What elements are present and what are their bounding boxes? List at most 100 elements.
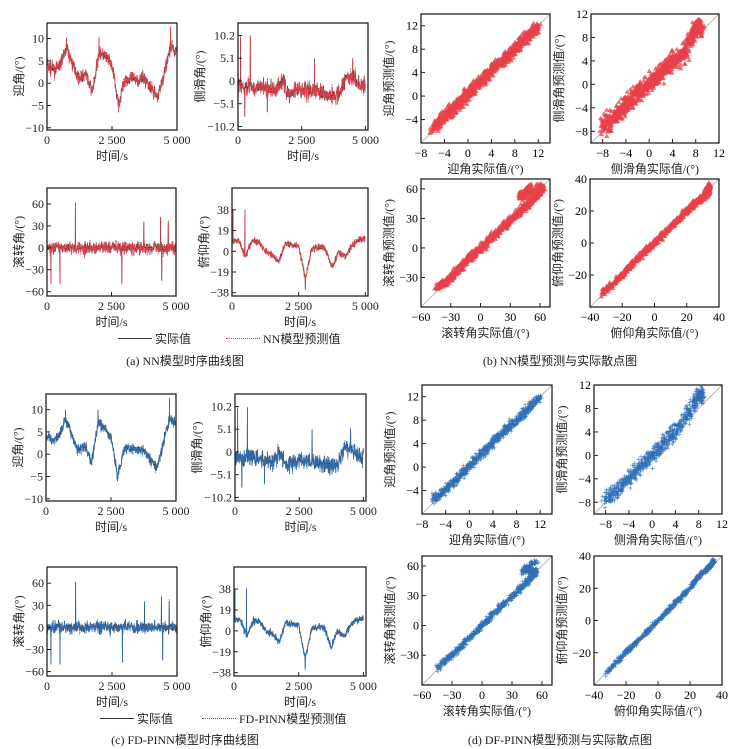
data-point xyxy=(651,449,656,454)
data-point xyxy=(686,206,692,212)
data-point xyxy=(613,273,619,279)
data-point xyxy=(690,42,696,47)
data-point xyxy=(670,218,676,224)
data-point xyxy=(533,196,539,201)
data-point xyxy=(516,207,522,212)
data-point xyxy=(622,94,629,100)
axes-frame xyxy=(590,13,720,144)
data-point xyxy=(432,501,437,506)
data-point xyxy=(617,477,622,482)
data-point xyxy=(663,227,669,232)
data-point xyxy=(600,121,606,126)
data-point xyxy=(623,102,629,107)
data-point xyxy=(508,220,514,225)
x-tick-label: 12 xyxy=(534,517,546,531)
data-point xyxy=(686,48,692,54)
series-predicted-line xyxy=(47,203,176,285)
data-point xyxy=(535,191,541,196)
data-point xyxy=(684,51,690,57)
y-tick-label: 5.1 xyxy=(217,422,232,436)
data-point xyxy=(532,30,538,36)
data-point xyxy=(644,465,649,470)
data-point xyxy=(617,487,622,492)
data-point xyxy=(474,454,479,459)
data-point xyxy=(628,96,634,101)
data-point xyxy=(645,90,652,95)
y-tick-label: 10.2 xyxy=(211,399,232,413)
data-point xyxy=(539,183,545,188)
data-point xyxy=(540,189,546,194)
data-point xyxy=(467,459,472,464)
data-point xyxy=(472,461,477,466)
data-point xyxy=(602,501,607,506)
data-point xyxy=(660,237,666,242)
data-point xyxy=(693,19,699,24)
y-tick-label: 0 xyxy=(582,77,588,91)
data-point xyxy=(608,125,614,131)
data-point xyxy=(661,80,667,86)
data-point xyxy=(641,83,647,88)
x-axis-label: 时间/s xyxy=(96,695,128,709)
x-tick-label: 20 xyxy=(681,310,693,324)
data-point xyxy=(624,107,630,113)
data-point xyxy=(532,193,538,198)
y-axis-label: 侧滑角/(°) xyxy=(190,421,204,473)
data-point xyxy=(644,459,649,464)
data-point xyxy=(666,445,671,450)
x-axis-label: 时间/s xyxy=(96,149,128,163)
data-point xyxy=(483,246,490,252)
data-point xyxy=(526,199,532,205)
data-point xyxy=(602,291,608,297)
y-tick-label: −60 xyxy=(25,285,44,299)
y-tick-label: 12 xyxy=(576,7,588,21)
data-point xyxy=(619,483,624,488)
data-point xyxy=(518,418,523,423)
data-point xyxy=(618,481,623,486)
data-point xyxy=(618,271,624,276)
y-tick-label: 40 xyxy=(575,172,587,186)
data-point xyxy=(670,224,676,229)
data-point xyxy=(530,198,536,203)
data-point xyxy=(444,278,451,284)
data-point xyxy=(651,85,657,90)
data-point xyxy=(628,472,633,477)
data-point xyxy=(642,245,648,250)
data-point xyxy=(486,449,491,454)
data-point xyxy=(449,478,454,483)
x-axis-label: 侧滑角实际值/(°) xyxy=(611,161,699,176)
data-point xyxy=(613,115,619,120)
data-point xyxy=(623,97,629,102)
y-tick-label: −38 xyxy=(212,666,231,680)
data-point xyxy=(637,79,643,84)
data-point xyxy=(635,257,641,262)
y-tick-label: 0 xyxy=(38,76,44,90)
data-point xyxy=(609,108,615,114)
x-tick-label: −4 xyxy=(439,517,452,531)
data-point xyxy=(680,52,686,58)
data-point xyxy=(489,445,494,450)
data-point xyxy=(481,69,487,74)
data-point xyxy=(632,258,638,264)
y-tick-label: 0 xyxy=(38,241,44,255)
data-point xyxy=(521,416,526,421)
y-tick-label: −19 xyxy=(210,265,229,279)
data-point xyxy=(524,411,529,416)
series-actual-line xyxy=(238,36,366,117)
plot-area xyxy=(47,26,177,113)
data-point xyxy=(520,39,526,44)
data-point xyxy=(664,64,671,70)
data-point xyxy=(499,221,505,226)
axes-frame xyxy=(420,178,551,308)
data-point xyxy=(646,460,651,465)
data-point xyxy=(604,129,611,134)
data-point xyxy=(613,495,618,500)
data-point xyxy=(628,467,633,472)
data-point xyxy=(532,403,537,408)
data-point xyxy=(630,84,636,89)
data-point xyxy=(603,505,608,510)
data-point xyxy=(650,77,657,82)
x-tick-label: 5 000 xyxy=(164,679,191,693)
data-point xyxy=(699,24,705,30)
data-point xyxy=(478,82,485,88)
